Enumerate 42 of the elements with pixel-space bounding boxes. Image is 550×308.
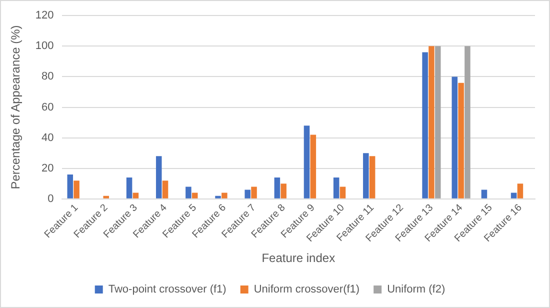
bar	[74, 180, 80, 198]
bar	[464, 46, 470, 198]
bar	[340, 186, 346, 198]
y-tick-label: 0	[48, 192, 54, 205]
x-axis-title: Feature index	[262, 251, 336, 266]
bar	[304, 126, 310, 198]
y-tick-label: 40	[42, 132, 54, 144]
legend-label: Uniform crossover(f1)	[254, 284, 360, 296]
y-tick-label: 20	[42, 162, 54, 174]
bar	[156, 156, 162, 198]
y-axis-title: Percentage of Appearance (%)	[8, 25, 23, 190]
y-tick-label: 100	[35, 40, 54, 52]
bar	[215, 196, 221, 198]
bar	[363, 153, 369, 198]
bar	[452, 76, 458, 198]
bar	[251, 186, 257, 198]
bar	[435, 46, 441, 198]
y-tick-label: 60	[42, 101, 54, 114]
bar	[67, 174, 74, 198]
bar	[510, 192, 517, 198]
bar	[274, 178, 280, 198]
bar	[126, 178, 132, 198]
bar	[310, 134, 316, 198]
bar	[162, 180, 168, 198]
legend-label: Uniform (f2)	[387, 284, 446, 296]
bar	[280, 184, 286, 198]
bar	[369, 156, 376, 198]
bar	[517, 184, 524, 198]
bar	[192, 192, 198, 198]
bar	[458, 82, 464, 198]
bar	[333, 178, 340, 198]
bar	[132, 192, 139, 198]
bar	[428, 46, 434, 198]
bar	[481, 190, 488, 198]
bar	[186, 186, 192, 198]
bar	[422, 52, 428, 198]
bar	[103, 196, 110, 198]
bar	[244, 190, 250, 198]
bar	[222, 192, 228, 198]
y-tick-label: 120	[35, 10, 54, 22]
y-tick-label: 80	[42, 70, 54, 83]
legend-label: Two-point crossover (f1)	[108, 284, 226, 296]
